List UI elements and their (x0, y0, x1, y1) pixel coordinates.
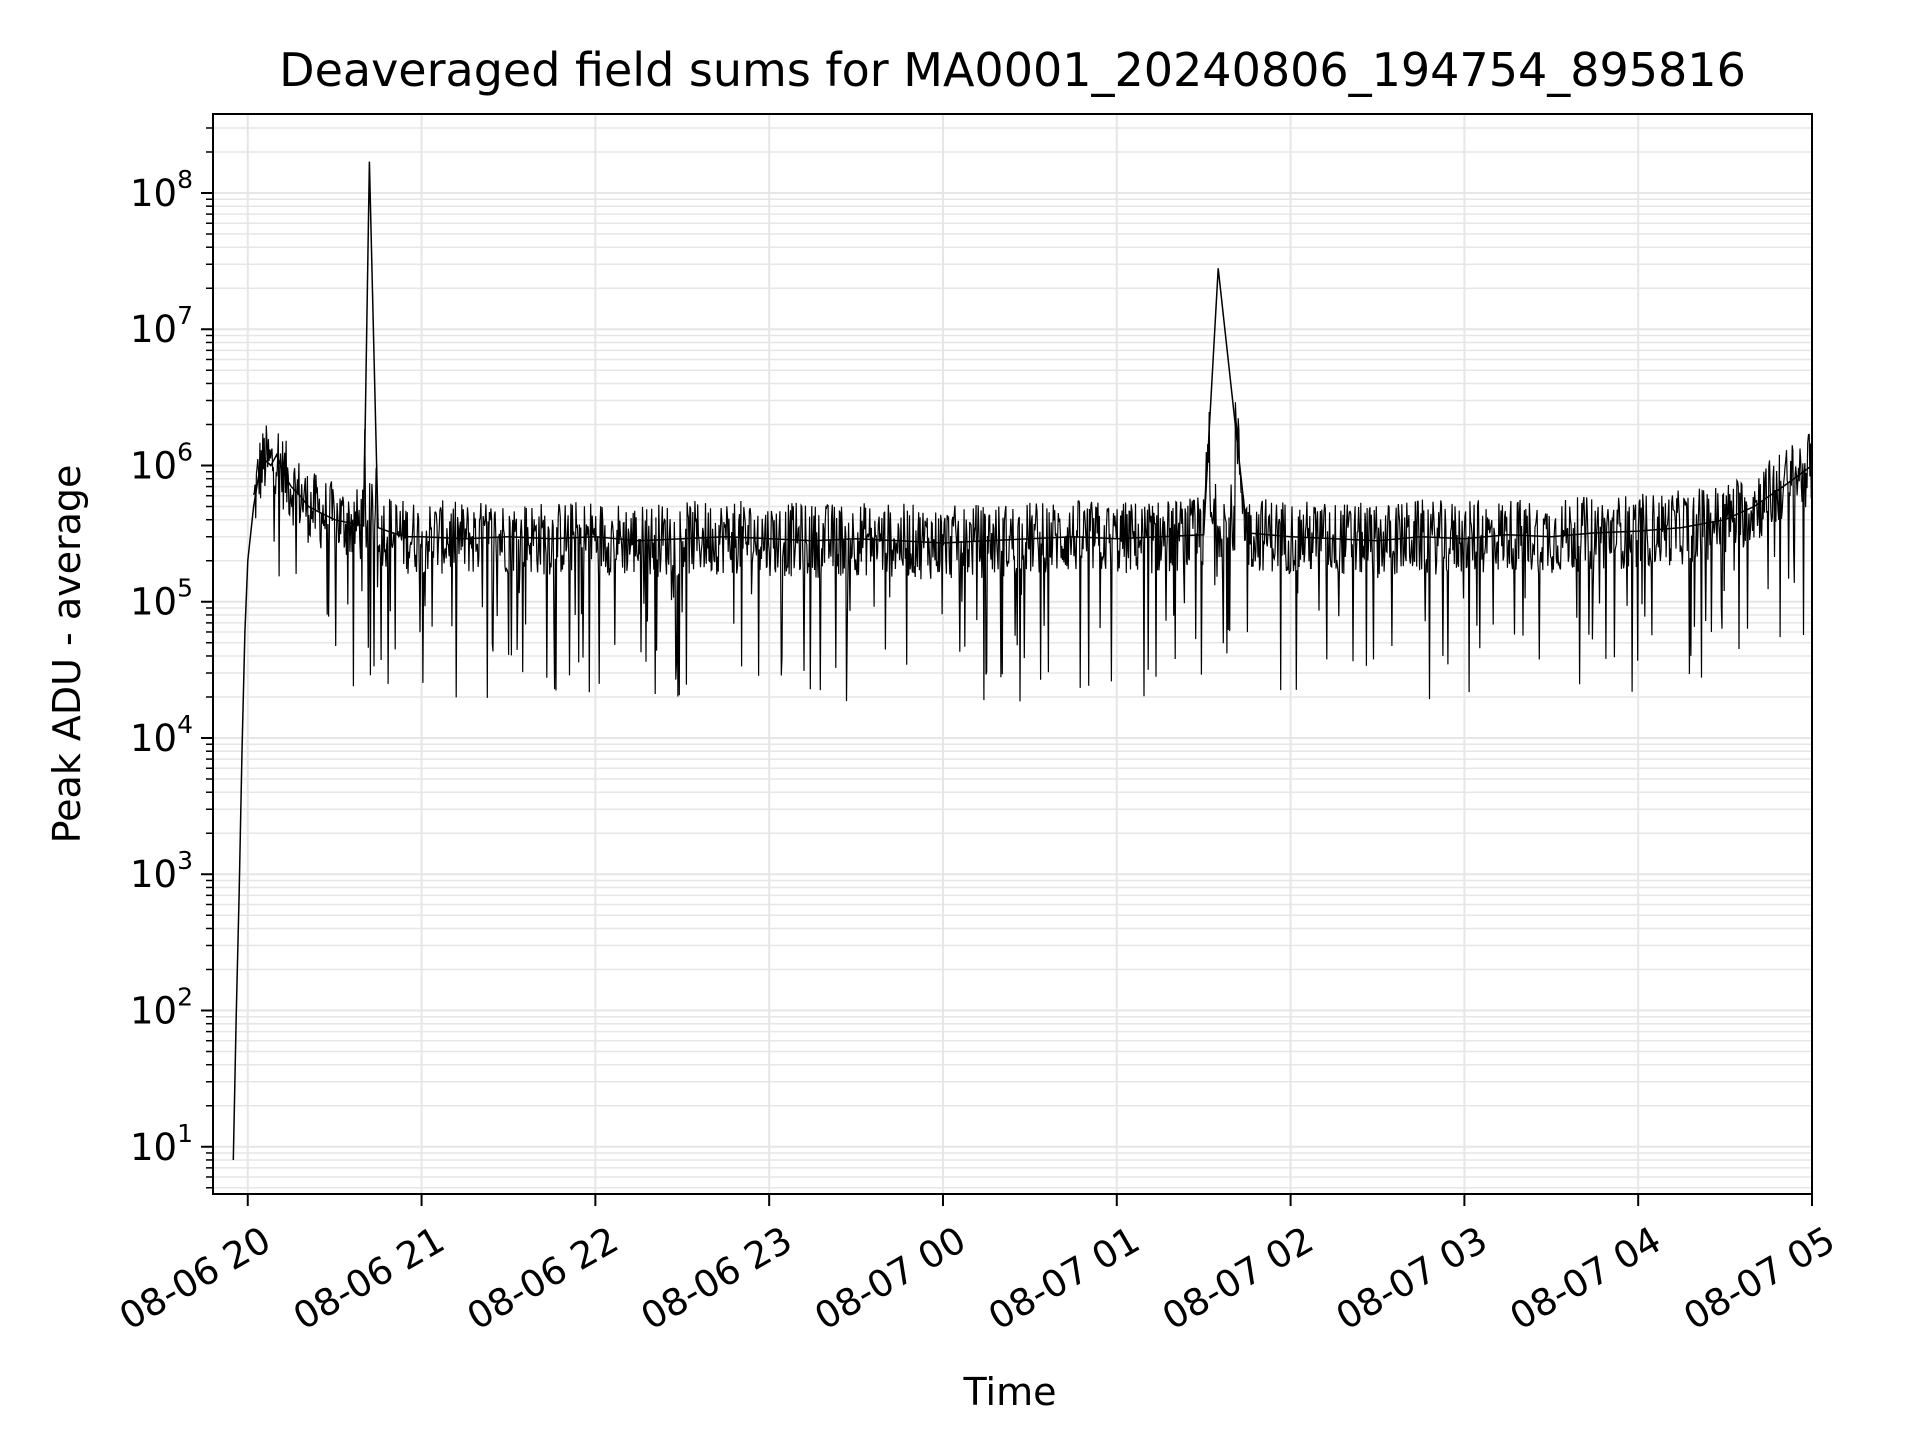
series-noise (253, 402, 1813, 702)
x-tick-label: 08-07 03 (1329, 1218, 1495, 1338)
y-tick-label: 104 (130, 710, 193, 760)
chart-title: Deaveraged field sums for MA0001_2024080… (279, 43, 1746, 97)
x-tick-label: 08-07 04 (1503, 1218, 1669, 1338)
y-tick-base: 10 (130, 444, 177, 487)
y-tick-exponent: 2 (177, 982, 193, 1011)
x-tick-label: 08-06 23 (634, 1218, 800, 1338)
grid-lines (213, 114, 1813, 1194)
series-noise-path (253, 402, 1813, 702)
y-tick-base: 10 (130, 1126, 177, 1169)
y-tick-exponent: 4 (177, 710, 193, 739)
x-tick-label: 08-06 20 (112, 1218, 278, 1338)
y-tick-exponent: 1 (177, 1119, 193, 1148)
y-tick-exponent: 6 (177, 437, 193, 466)
x-tick-label: 08-07 01 (981, 1218, 1147, 1338)
x-axis-ticks: 08-06 20 08-06 21 08-06 22 08-06 23 08-07 00… (112, 1194, 1842, 1339)
y-tick-exponent: 5 (177, 574, 193, 603)
y-tick-exponent: 8 (177, 165, 193, 194)
y-tick-label: 102 (130, 982, 193, 1032)
y-tick-label: 101 (130, 1119, 193, 1169)
x-tick-label: 08-06 22 (460, 1218, 626, 1338)
x-tick-label: 08-07 05 (1677, 1218, 1843, 1338)
y-axis-label: Peak ADU - average (45, 465, 89, 844)
y-tick-label: 107 (130, 301, 193, 351)
y-tick-label: 103 (130, 846, 193, 896)
y-tick-base: 10 (130, 853, 177, 896)
x-tick-label: 08-06 21 (286, 1218, 452, 1338)
y-tick-base: 10 (130, 308, 177, 351)
y-tick-base: 10 (130, 717, 177, 760)
plot-frame (212, 113, 1813, 1195)
y-tick-base: 10 (130, 172, 177, 215)
y-tick-exponent: 7 (177, 301, 193, 330)
y-tick-base: 10 (130, 989, 177, 1032)
y-tick-label: 106 (130, 437, 193, 487)
y-tick-exponent: 3 (177, 846, 193, 875)
y-tick-label: 105 (130, 574, 193, 624)
x-tick-label: 08-07 02 (1155, 1218, 1321, 1338)
y-tick-base: 10 (130, 581, 177, 624)
x-axis-label: Time (963, 1370, 1057, 1414)
y-tick-label: 108 (130, 165, 193, 215)
x-tick-label: 08-07 00 (808, 1218, 974, 1338)
